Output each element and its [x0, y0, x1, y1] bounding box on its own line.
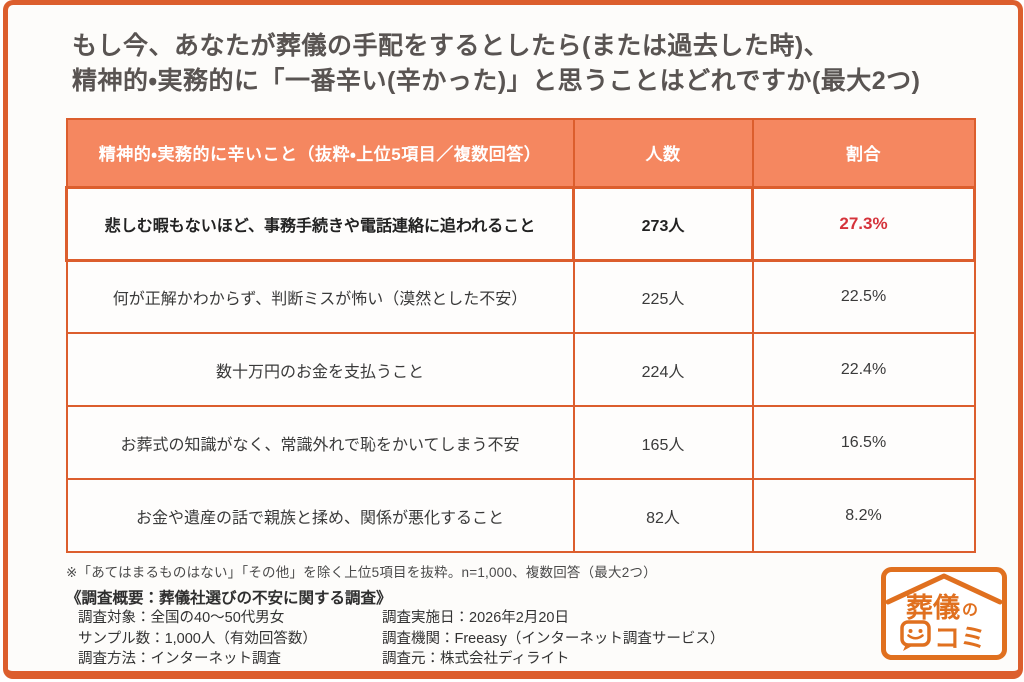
row-item-label: お葬式の知識がなく、常識外れで恥をかいてしまう不安: [65, 405, 575, 480]
row-percent: 22.4%: [751, 332, 976, 407]
survey-sample-size: サンプル数：1,000人（有効回答数）: [78, 630, 317, 647]
row-percent: 22.5%: [751, 259, 976, 334]
survey-source: 調査元：株式会社ディライト: [382, 651, 570, 668]
table-header-row: 精神的・実務的に辛いこと（抜粋・上位5項目／複数回答） 人数 割合: [65, 118, 976, 188]
row-item-label: 何が正解かわからず、判断ミスが怖い（漠然とした不安）: [65, 259, 575, 334]
logo-text-line1: 葬儀: [906, 593, 960, 623]
survey-card: もし今、あなたが葬儀の手配をするとしたら(または過去した時)、 精神的・実務的に…: [3, 0, 1023, 679]
table-row: お葬式の知識がなく、常識外れで恥をかいてしまう不安 165人 16.5%: [65, 405, 976, 480]
survey-target: 調査対象：全国の40～50代男女: [78, 610, 285, 626]
row-item-label: 数十万円のお金を支払うこと: [65, 332, 575, 407]
survey-details-left: 調査対象：全国の40～50代男女 サンプル数：1,000人（有効回答数） 調査方…: [78, 608, 378, 670]
survey-date: 調査実施日：2026年2月20日: [382, 610, 569, 626]
table-footnote: ※「あてはまるものはない」「その他」を除く上位5項目を抜粋。n=1,000、複数…: [66, 565, 657, 580]
row-count: 273人: [572, 185, 754, 262]
row-count: 165人: [572, 405, 754, 480]
table-row: 何が正解かわからず、判断ミスが怖い（漠然とした不安） 225人 22.5%: [65, 259, 976, 334]
row-percent: 16.5%: [751, 405, 976, 480]
header-count: 人数: [572, 118, 754, 188]
row-percent: 27.3%: [751, 185, 976, 262]
survey-method: 調査方法：インターネット調査: [78, 651, 281, 668]
table-row: お金や遺産の話で親族と揉め、関係が悪化すること 82人 8.2%: [65, 478, 976, 553]
page-title: もし今、あなたが葬儀の手配をするとしたら(または過去した時)、 精神的・実務的に…: [72, 29, 972, 98]
survey-details-right: 調査実施日：2026年2月20日 調査機関：Freeasy（インターネット調査サ…: [382, 608, 802, 670]
row-percent: 8.2%: [751, 478, 976, 553]
survey-agency: 調査機関：Freeasy（インターネット調査サービス）: [382, 630, 725, 647]
row-item-label: お金や遺産の話で親族と揉め、関係が悪化すること: [65, 478, 575, 553]
survey-overview-heading: 《調査概要：葬儀社選びの不安に関する調査》: [66, 590, 392, 607]
sogi-no-kuchikomi-logo: 葬儀 の コミ: [881, 567, 1007, 660]
table-row: 数十万円のお金を支払うこと 224人 22.4%: [65, 332, 976, 407]
row-count: 224人: [572, 332, 754, 407]
survey-results-table: 精神的・実務的に辛いこと（抜粋・上位5項目／複数回答） 人数 割合 悲しむ暇もな…: [65, 118, 976, 553]
title-line-1: もし今、あなたが葬儀の手配をするとしたら(または過去した時)、: [72, 32, 830, 60]
header-percent: 割合: [751, 118, 976, 188]
row-count: 82人: [572, 478, 754, 553]
header-item: 精神的・実務的に辛いこと（抜粋・上位5項目／複数回答）: [65, 118, 575, 188]
roof-icon: [885, 573, 1003, 605]
row-item-label: 悲しむ暇もないほど、事務手続きや電話連絡に追われること: [65, 185, 575, 262]
speech-bubble-smiley-icon: [900, 620, 931, 651]
logo-text-line2: コミ: [934, 623, 986, 653]
row-count: 225人: [572, 259, 754, 334]
table-row: 悲しむ暇もないほど、事務手続きや電話連絡に追われること 273人 27.3%: [65, 185, 976, 262]
title-line-2: 精神的・実務的に「一番辛い(辛かった)」と思うことはどれですか(最大2つ): [72, 66, 921, 95]
logo-text-line1-suffix: の: [962, 602, 978, 619]
